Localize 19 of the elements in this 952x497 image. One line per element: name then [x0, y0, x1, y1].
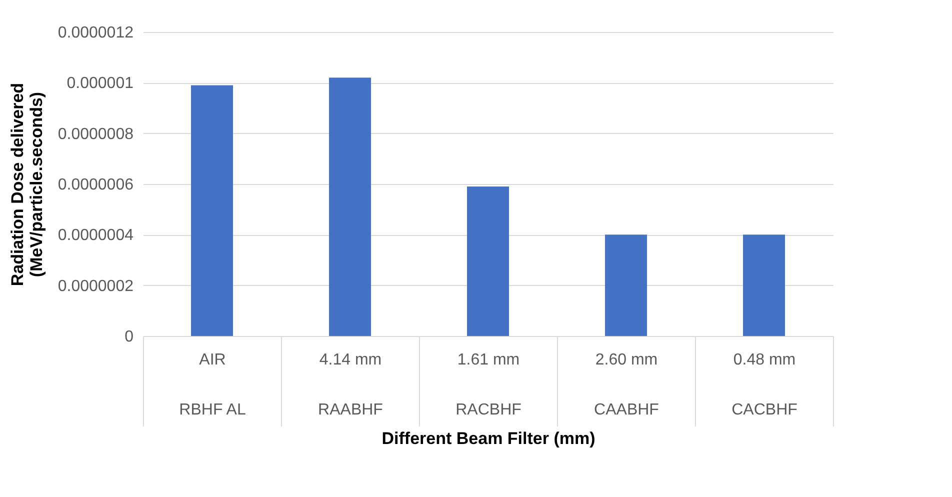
y-tick-label: 0.0000002 [58, 278, 134, 295]
bar [743, 234, 785, 336]
bar [605, 234, 647, 336]
category-label: 4.14 mm RAABHF [318, 352, 383, 418]
bar [191, 85, 233, 336]
bar [329, 78, 371, 336]
y-tick-label: 0.0000004 [58, 227, 134, 244]
y-tick-label: 0 [124, 328, 134, 346]
category-label: AIR RBHF AL [179, 352, 246, 418]
y-tick-label: 0.0000006 [58, 176, 134, 194]
x-axis-title: Different Beam Filter (mm) [382, 429, 596, 448]
y-axis-title: Radiation Dose delivered (MeV/particle.seconds) [8, 82, 46, 286]
category-label: 1.61 mm RACBHF [456, 352, 522, 418]
y-tick-label: 0.000001 [66, 75, 134, 92]
category-label: 2.60 mm CAABHF [594, 352, 659, 418]
category-label: 0.48 mm CACBHF [732, 352, 798, 418]
y-tick-label: 0.0000012 [58, 24, 134, 42]
bar [467, 186, 509, 336]
y-tick-label: 0.0000008 [58, 126, 134, 143]
